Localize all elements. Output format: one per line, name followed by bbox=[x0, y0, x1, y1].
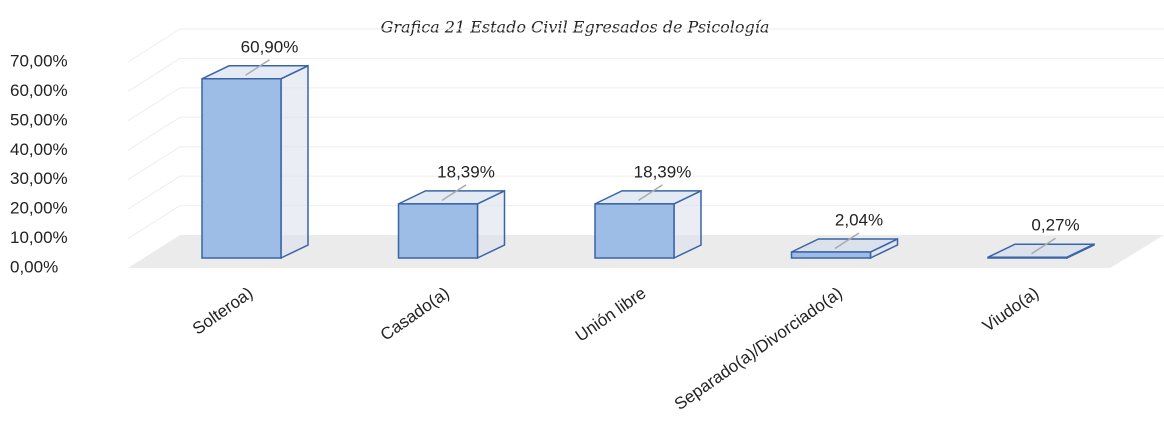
data-label: 60,90% bbox=[241, 37, 299, 56]
bar-face bbox=[280, 64, 309, 260]
y-tick-label: 40,00% bbox=[10, 140, 68, 159]
bar-face bbox=[397, 203, 479, 259]
bar-face bbox=[790, 251, 872, 259]
grid-line bbox=[127, 146, 1164, 181]
leader-line bbox=[638, 184, 663, 202]
chart-title: Grafica 21 Estado Civil Egresados de Psi… bbox=[381, 18, 770, 37]
leader-line bbox=[1031, 237, 1056, 255]
x-tick-label: Unión libre bbox=[572, 283, 649, 345]
data-label: 0,27% bbox=[1031, 216, 1079, 235]
grid-line bbox=[127, 57, 1164, 92]
y-tick-label: 60,00% bbox=[10, 81, 68, 100]
bar-face bbox=[201, 78, 282, 259]
bar-face bbox=[594, 203, 675, 259]
bar bbox=[397, 189, 506, 260]
leader-line bbox=[441, 184, 467, 202]
bar bbox=[201, 64, 309, 260]
grid-line bbox=[127, 28, 1164, 63]
bar-face bbox=[987, 256, 1068, 259]
grid-line bbox=[127, 87, 1164, 122]
y-tick-label: 50,00% bbox=[10, 110, 68, 129]
y-tick-label: 10,00% bbox=[10, 228, 68, 247]
leader-line bbox=[834, 232, 860, 250]
x-tick-label: Viudo(a) bbox=[979, 283, 1042, 335]
bar bbox=[987, 243, 1095, 260]
x-tick-label: Casado(a) bbox=[377, 283, 453, 344]
x-tick-label: Separado(a)/Divorciado(a) bbox=[671, 283, 846, 413]
grid-line bbox=[127, 116, 1164, 151]
y-tick-label: 30,00% bbox=[10, 169, 68, 188]
y-tick-label: 70,00% bbox=[10, 51, 68, 70]
x-tick-label: Solteroa) bbox=[189, 283, 256, 338]
bar bbox=[594, 189, 702, 260]
data-label: 2,04% bbox=[835, 210, 883, 229]
y-tick-label: 0,00% bbox=[10, 257, 58, 276]
grid-line bbox=[127, 175, 1164, 210]
leader-line bbox=[245, 59, 270, 76]
data-label: 18,39% bbox=[437, 162, 495, 181]
grid-line bbox=[127, 205, 1164, 239]
y-tick-label: 20,00% bbox=[10, 199, 68, 218]
data-label: 18,39% bbox=[634, 162, 692, 181]
bar bbox=[790, 237, 899, 260]
